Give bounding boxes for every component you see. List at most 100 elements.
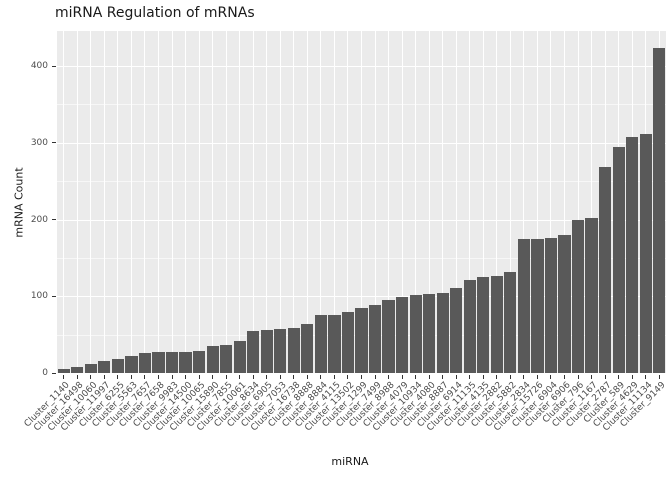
bar [531, 238, 544, 373]
x-tick-mark [252, 375, 254, 379]
y-tick-mark [52, 295, 56, 297]
x-tick-mark [482, 375, 484, 379]
bar [314, 315, 327, 373]
bar [341, 312, 355, 373]
vertical-gridline [266, 31, 268, 374]
y-tick-mark [52, 65, 56, 67]
vertical-gridline [320, 31, 322, 374]
vertical-gridline [117, 31, 119, 374]
bar [193, 350, 206, 373]
vertical-gridline [90, 31, 92, 374]
bar [179, 351, 192, 373]
bar [220, 344, 233, 373]
x-tick-mark [198, 375, 200, 379]
bar [57, 369, 70, 373]
x-tick-mark [279, 375, 281, 379]
vertical-gridline [591, 31, 593, 374]
vertical-gridline [482, 31, 484, 374]
x-tick-mark [266, 375, 268, 379]
bar [84, 363, 97, 373]
x-tick-mark [631, 375, 633, 379]
x-tick-mark [658, 375, 660, 379]
bar [463, 280, 476, 373]
x-tick-mark [103, 375, 105, 379]
x-tick-mark [63, 375, 65, 379]
y-tick-label: 200 [30, 214, 48, 225]
bar [247, 330, 260, 373]
vertical-gridline [523, 31, 525, 374]
vertical-gridline [130, 31, 132, 374]
vertical-gridline [279, 31, 281, 374]
x-tick-mark [415, 375, 417, 379]
bar [382, 300, 395, 373]
bar [233, 340, 246, 373]
bar [517, 239, 530, 373]
x-tick-mark [212, 375, 214, 379]
vertical-gridline [496, 31, 498, 374]
bar [71, 366, 84, 373]
bar [423, 293, 436, 373]
vertical-gridline [198, 31, 200, 374]
bar [98, 361, 111, 373]
y-tick-label: 400 [30, 61, 48, 71]
bar [477, 277, 490, 373]
bar [287, 328, 300, 373]
x-tick-mark [333, 375, 335, 379]
vertical-gridline [361, 31, 362, 374]
x-tick-mark [591, 375, 593, 379]
x-tick-mark [130, 375, 132, 379]
bar [544, 237, 558, 373]
x-tick-mark [158, 375, 159, 379]
bar [490, 275, 503, 373]
x-tick-mark [90, 375, 92, 379]
vertical-gridline [564, 31, 565, 374]
bar [585, 217, 598, 373]
bar [260, 330, 273, 373]
bar [504, 271, 517, 373]
y-tick-label: 300 [30, 137, 48, 148]
x-tick-mark [293, 375, 295, 379]
bar [599, 167, 612, 373]
vertical-gridline [252, 31, 254, 374]
vertical-gridline [509, 31, 511, 374]
vertical-gridline [185, 31, 187, 374]
y-axis-title: mRNA Count [12, 167, 26, 238]
vertical-gridline [225, 31, 227, 374]
bar [626, 136, 639, 373]
bar [571, 220, 585, 373]
vertical-gridline [388, 31, 390, 374]
bar [396, 297, 409, 373]
x-tick-mark [144, 375, 146, 379]
vertical-gridline [374, 31, 376, 374]
vertical-gridline [306, 31, 308, 374]
x-tick-mark [225, 375, 227, 379]
vertical-gridline [347, 31, 349, 374]
x-tick-mark [306, 375, 308, 379]
x-tick-mark [618, 375, 620, 379]
x-tick-mark [117, 375, 119, 379]
x-tick-mark [239, 375, 241, 379]
vertical-gridline [455, 31, 457, 374]
x-tick-mark [428, 375, 430, 379]
vertical-gridline [469, 31, 471, 374]
vertical-gridline [212, 31, 214, 374]
y-tick-mark [52, 372, 56, 374]
x-tick-mark [536, 375, 538, 379]
bar [436, 293, 449, 373]
vertical-gridline [76, 31, 78, 374]
x-tick-mark [185, 375, 187, 379]
bar [368, 305, 382, 373]
vertical-gridline [144, 31, 146, 374]
x-tick-mark [388, 375, 390, 379]
bar [653, 47, 666, 373]
vertical-gridline [550, 31, 552, 374]
vertical-gridline [401, 31, 403, 374]
bar [328, 314, 341, 373]
x-tick-mark [361, 375, 362, 379]
vertical-gridline [577, 31, 579, 374]
vertical-gridline [415, 31, 417, 374]
x-axis-title: miRNA [331, 455, 369, 468]
vertical-gridline [103, 31, 105, 374]
x-tick-mark [577, 375, 579, 379]
